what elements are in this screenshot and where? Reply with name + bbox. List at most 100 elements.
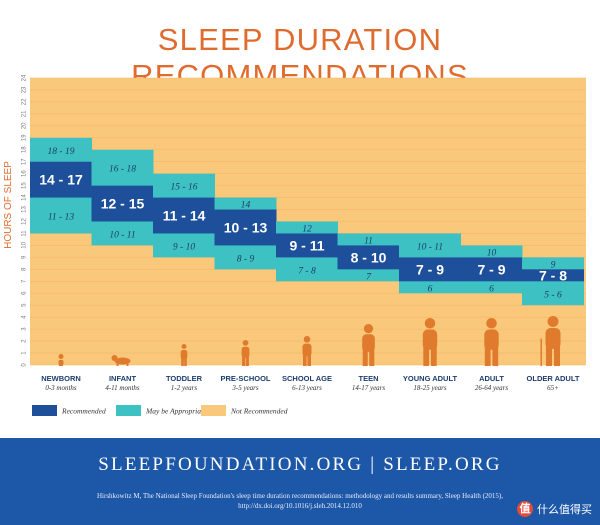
person-silhouette-icon: [180, 344, 188, 366]
torso-shape: [422, 329, 438, 350]
citation: Hirshkowitz M, The National Sleep Founda…: [30, 491, 570, 511]
bar-recommended: [153, 197, 215, 234]
upper-appropriate-label: 10 - 11: [417, 242, 443, 252]
cane-shape: [540, 338, 542, 366]
category-age-range: 18-25 years: [413, 384, 447, 392]
right-leg-shape: [307, 353, 311, 366]
y-tick-label: 9: [22, 255, 28, 259]
person-silhouette-icon: [111, 355, 131, 366]
left-leg-shape: [59, 360, 61, 366]
lower-appropriate-label: 8 - 9: [237, 254, 255, 264]
lower-appropriate-label: 7 - 8: [298, 266, 316, 276]
legend-label: May be Appropriate: [145, 407, 207, 416]
infant-head-shape: [111, 355, 118, 361]
category-name: YOUNG ADULT: [403, 374, 458, 383]
site-watermark: 值 什么值得买: [517, 499, 592, 519]
lower-appropriate-label: 10 - 11: [109, 230, 135, 240]
category-age-range: 4-11 months: [105, 384, 140, 392]
y-tick-label: 24: [22, 74, 28, 81]
legend: Recommended May be Appropriate Not Recomme…: [32, 405, 288, 416]
lower-appropriate-label: 5 - 6: [544, 290, 562, 300]
y-tick-label: 17: [22, 158, 28, 165]
right-leg-shape: [430, 345, 437, 366]
y-tick-label: 5: [22, 303, 28, 307]
chart-title: SLEEP DURATION RECOMMENDATIONS: [131, 22, 469, 93]
left-leg-shape: [242, 355, 246, 366]
right-leg-shape: [184, 356, 187, 366]
y-tick-label: 16: [22, 170, 28, 177]
sleep-chart: 0123456789101112131415161718192021222324…: [3, 74, 586, 416]
lower-appropriate-label: 11 - 13: [48, 213, 74, 223]
upper-appropriate-label: 18 - 19: [48, 147, 75, 157]
y-tick-label: 6: [22, 291, 28, 295]
upper-appropriate-label: 9: [551, 260, 556, 270]
y-tick-label: 0: [22, 363, 28, 367]
recommended-label: 7 - 8: [539, 267, 567, 283]
category-name: SCHOOL AGE: [282, 374, 332, 383]
legend-swatch: [116, 405, 141, 416]
category-age-range: 65+: [547, 384, 559, 392]
left-leg-shape: [423, 345, 430, 366]
lower-appropriate-label: 6: [428, 284, 433, 294]
person-silhouette-icon: [540, 316, 561, 366]
category-name: OLDER ADULT: [527, 374, 580, 383]
lower-appropriate-label: 6: [489, 284, 494, 294]
person-silhouette-icon: [241, 340, 250, 366]
bars: [30, 137, 584, 306]
head-shape: [303, 336, 311, 343]
y-tick-label: 10: [22, 241, 28, 248]
head-shape: [58, 354, 64, 359]
y-tick-label: 18: [22, 146, 28, 153]
y-tick-label: 2: [22, 339, 28, 343]
category-age-range: 6-13 years: [292, 384, 322, 392]
right-leg-shape: [245, 355, 249, 366]
person-silhouette-icon: [422, 318, 438, 366]
recommended-label: 12 - 15: [101, 196, 145, 212]
bar-recommended: [337, 245, 400, 270]
citation-link[interactable]: http://dx.doi.org/10.1016/j.sleh.2014.12…: [238, 502, 362, 510]
person-silhouette-icon: [302, 336, 312, 366]
legend-label: Recommended: [61, 407, 106, 416]
head-shape: [363, 324, 374, 334]
recommended-label: 9 - 11: [289, 237, 324, 253]
category-name: INFANT: [109, 374, 137, 383]
category-age-range: 3-5 years: [231, 384, 259, 392]
upper-appropriate-label: 11: [364, 236, 373, 246]
lower-appropriate-label: 7: [366, 272, 372, 282]
lower-appropriate-label: 9 - 10: [173, 242, 195, 252]
y-axis-label: HOURS OF SLEEP: [3, 161, 14, 249]
torso-shape: [484, 329, 499, 350]
torso-shape: [545, 328, 561, 349]
y-tick-label: 23: [22, 86, 28, 93]
legend-swatch: [201, 405, 226, 416]
torso-shape: [302, 343, 312, 357]
bar-recommended: [460, 257, 523, 282]
category-name: NEWBORN: [41, 374, 81, 383]
person-silhouette-icon: [58, 354, 64, 366]
watermark-badge-icon: 值: [517, 501, 533, 517]
y-tick-label: 15: [22, 182, 28, 189]
bar-recommended: [522, 269, 584, 282]
y-tick-label: 14: [22, 194, 28, 201]
recommended-label: 8 - 10: [351, 249, 387, 265]
y-tick-label: 13: [22, 206, 28, 213]
y-tick-label: 7: [22, 279, 28, 283]
category-name: PRE-SCHOOL: [220, 374, 270, 383]
head-shape: [424, 318, 436, 329]
recommended-label: 7 - 9: [416, 261, 444, 277]
recommended-label: 11 - 14: [163, 208, 206, 224]
y-tick-label: 21: [22, 110, 28, 117]
y-tick-label: 11: [22, 230, 28, 237]
right-leg-shape: [492, 345, 499, 366]
left-leg-shape: [484, 345, 491, 366]
left-leg-shape: [303, 353, 307, 366]
recommended-label: 10 - 13: [224, 219, 268, 235]
upper-appropriate-label: 10: [487, 248, 497, 258]
y-tick-label: 1: [22, 351, 28, 355]
category-name: ADULT: [479, 374, 504, 383]
bar-recommended: [91, 185, 154, 222]
footer-urls[interactable]: SLEEPFOUNDATION.ORG | SLEEP.ORG: [98, 454, 502, 475]
watermark-text: 什么值得买: [537, 503, 592, 516]
category-age-range: 0-3 months: [45, 384, 77, 392]
